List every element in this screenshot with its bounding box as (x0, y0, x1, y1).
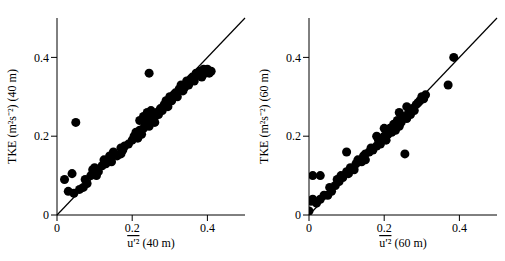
svg-text:0: 0 (54, 221, 60, 235)
svg-text:TKE (m²s⁻²) (60 m): TKE (m²s⁻²) (60 m) (257, 69, 271, 164)
svg-text:0.4: 0.4 (452, 221, 467, 235)
svg-text:0.4: 0.4 (34, 51, 49, 65)
svg-text:0.4: 0.4 (200, 221, 215, 235)
svg-text:u′² (40 m): u′² (40 m) (127, 236, 175, 250)
svg-text:0: 0 (306, 221, 312, 235)
svg-text:0.2: 0.2 (377, 221, 392, 235)
svg-text:0: 0 (43, 208, 49, 222)
svg-text:0.2: 0.2 (125, 221, 140, 235)
svg-text:0.4: 0.4 (286, 51, 301, 65)
svg-text:u′² (60 m): u′² (60 m) (379, 236, 427, 250)
svg-text:TKE (m²s⁻²) (40 m): TKE (m²s⁻²) (40 m) (8, 69, 19, 164)
svg-text:0.2: 0.2 (286, 129, 301, 143)
svg-text:0.2: 0.2 (34, 129, 49, 143)
svg-text:0: 0 (295, 208, 301, 222)
